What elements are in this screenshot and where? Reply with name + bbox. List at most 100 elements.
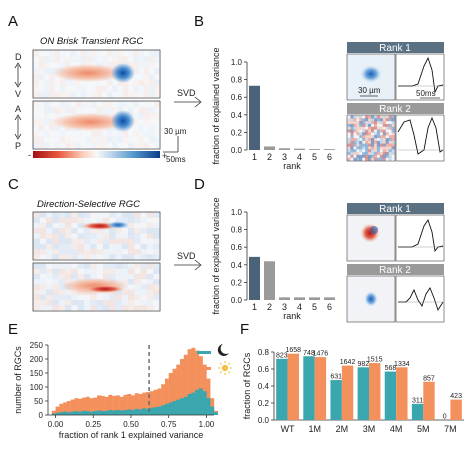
hist-bin-night bbox=[115, 409, 120, 415]
heatmap-cell bbox=[107, 62, 113, 69]
heatmap-cell bbox=[65, 249, 72, 255]
heatmap-cell bbox=[44, 130, 50, 137]
heatmap-cell bbox=[373, 135, 378, 139]
heatmap-cell bbox=[121, 217, 129, 224]
y-tick-label: 50 bbox=[34, 397, 43, 406]
sun-icon bbox=[218, 361, 232, 375]
x-tick-label: 0.50 bbox=[123, 420, 139, 429]
heatmap-cell bbox=[365, 118, 369, 122]
bar-rank-5 bbox=[309, 149, 320, 150]
heatmap-cell bbox=[128, 222, 135, 229]
heatmap-cell bbox=[71, 233, 78, 239]
y-tick-label: 0.6 bbox=[231, 93, 243, 102]
heatmap-cell bbox=[115, 254, 122, 260]
heatmap-cell bbox=[96, 249, 103, 255]
heatmap-cell bbox=[138, 113, 144, 120]
heatmap-cell bbox=[112, 91, 118, 98]
heatmap-cell bbox=[44, 107, 50, 114]
hist-bin-night bbox=[180, 398, 185, 415]
rank2-header-d: Rank 2 bbox=[379, 265, 411, 276]
heatmap-cell bbox=[109, 249, 116, 255]
heatmap-cell bbox=[52, 249, 59, 255]
y-tick-label: 0.0 bbox=[231, 146, 243, 155]
heatmap-cell bbox=[90, 263, 97, 269]
heatmap-cell bbox=[71, 243, 78, 250]
heatmap-cell bbox=[90, 238, 97, 245]
heatmap-cell bbox=[143, 101, 150, 108]
heatmap-cell bbox=[33, 50, 39, 57]
heatmap-cell bbox=[83, 273, 91, 280]
heatmap-cell bbox=[371, 118, 375, 122]
heatmap-cell bbox=[96, 305, 103, 311]
hist-bin-night bbox=[93, 411, 98, 415]
y-tick-label: 0 bbox=[39, 411, 44, 420]
heatmap-cell bbox=[117, 101, 123, 108]
hist-bin-day bbox=[168, 373, 173, 415]
heatmap-cell bbox=[368, 152, 372, 156]
heatmap-cell bbox=[58, 289, 66, 296]
rank2-box-d: Rank 2 bbox=[346, 264, 445, 323]
heatmap-cell bbox=[373, 157, 378, 161]
heatmap-cell bbox=[153, 300, 160, 306]
heatmap-cell bbox=[133, 62, 139, 69]
heatmap-cell bbox=[128, 62, 134, 69]
heatmap-cell bbox=[33, 136, 39, 143]
hist-bin-day bbox=[93, 397, 98, 415]
heatmap-cell bbox=[80, 107, 87, 114]
heatmap-cell bbox=[75, 142, 81, 149]
heatmap-cell bbox=[96, 107, 102, 114]
heatmap-cell bbox=[134, 305, 141, 311]
heatmap-cell bbox=[128, 263, 135, 269]
heatmap-cell bbox=[149, 56, 155, 63]
heatmap-cell bbox=[347, 149, 351, 153]
heatmap-cell bbox=[365, 138, 369, 142]
heatmap-cell bbox=[385, 138, 389, 142]
heatmap-cell bbox=[96, 228, 103, 234]
heatmap-cell bbox=[46, 212, 53, 218]
heatmap-cell bbox=[71, 268, 78, 275]
bar-night-3M bbox=[357, 367, 369, 420]
heatmap-cell bbox=[49, 125, 55, 132]
heatmap-cell bbox=[39, 294, 47, 301]
heatmap-cell bbox=[368, 140, 372, 144]
heatmap-cell bbox=[44, 119, 50, 126]
heatmap-cell bbox=[154, 62, 160, 69]
heatmap-cell bbox=[362, 123, 366, 127]
heatmap-cell bbox=[115, 233, 122, 239]
heatmap-cell bbox=[133, 136, 139, 143]
y-tick-label: 1.0 bbox=[231, 58, 243, 67]
heatmap-cell bbox=[388, 129, 392, 133]
heatmap-cell bbox=[359, 152, 363, 156]
heatmap-cell bbox=[379, 152, 383, 156]
legend-e bbox=[197, 344, 232, 375]
heatmap-cell bbox=[134, 300, 141, 306]
heatmap-cell bbox=[153, 294, 160, 301]
heatmap-cell bbox=[121, 279, 129, 285]
heatmap-cell bbox=[391, 138, 395, 142]
hist-bin-night bbox=[78, 411, 83, 415]
scale-space-label-b: 30 µm bbox=[358, 86, 381, 95]
heatmap-cell bbox=[146, 289, 154, 296]
rank1-box-d: Rank 1 bbox=[346, 203, 445, 262]
heatmap-cell bbox=[58, 305, 66, 311]
heatmap-cell bbox=[146, 222, 154, 229]
heatmap-cell bbox=[44, 142, 50, 149]
heatmap-cell bbox=[90, 300, 97, 306]
y-axis-label: fraction of RGCs bbox=[242, 352, 252, 419]
y-axis-label: fraction of explained variance bbox=[211, 47, 221, 164]
heatmap-cell bbox=[362, 140, 366, 144]
heatmap-cell bbox=[44, 125, 50, 132]
heatmap-cell bbox=[356, 157, 360, 161]
panel-letter-e: E bbox=[8, 321, 18, 338]
heatmap-cell bbox=[143, 107, 150, 114]
heatmap-cell bbox=[46, 243, 53, 250]
heatmap-cell bbox=[154, 91, 160, 98]
y-tick-label: 1.0 bbox=[231, 208, 243, 217]
heatmap-cell bbox=[33, 279, 40, 285]
x-tick-label: 5 bbox=[312, 152, 317, 162]
heatmap-cell bbox=[77, 273, 85, 280]
heatmap-cell bbox=[371, 146, 375, 150]
hist-bin-night bbox=[149, 407, 154, 415]
bar-night-4M bbox=[384, 371, 397, 420]
heatmap-cell bbox=[149, 130, 155, 137]
